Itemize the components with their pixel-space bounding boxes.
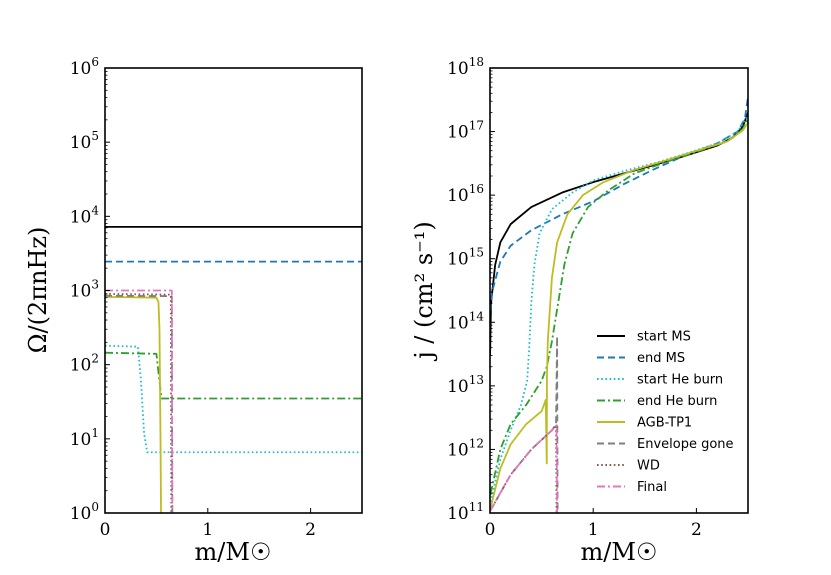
y-tick-label: 1015 — [447, 246, 484, 270]
x-tick-label: 1 — [588, 520, 599, 540]
legend-label: start He burn — [637, 373, 723, 388]
x-tick-label: 0 — [485, 520, 496, 540]
x-tick-label: 0 — [100, 520, 111, 540]
left-y-axis-label: Ω/(2πnHz) — [24, 227, 52, 354]
y-tick-label: 105 — [70, 129, 99, 153]
right-plot-frame — [489, 67, 749, 514]
y-tick-label: 102 — [70, 352, 99, 376]
left-panel: 0 1 2 100 101 102 103 104 105 106 Ω/(2πnHz) m/M☉ — [24, 55, 363, 566]
series-line-end-ms — [490, 96, 748, 312]
series-line-agb-tp1 — [105, 295, 162, 513]
legend-label: start MS — [637, 330, 691, 345]
series-line-envelope-gone — [105, 294, 174, 513]
y-tick-label: 106 — [70, 55, 99, 79]
x-tick-label: 1 — [202, 520, 213, 540]
legend-label: Envelope gone — [637, 437, 734, 452]
y-tick-label: 103 — [70, 278, 99, 302]
left-x-axis-label: m/M☉ — [195, 538, 272, 566]
y-tick-label: 1011 — [447, 500, 484, 524]
series-line-wd — [105, 292, 173, 513]
series-line-start-he-burn — [105, 344, 362, 454]
legend-label: WD — [637, 459, 660, 474]
legend-label: end MS — [637, 351, 685, 366]
series-line-end-he-burn — [490, 118, 748, 495]
y-tick-label: 1014 — [447, 309, 484, 333]
legend-label: end He burn — [637, 394, 717, 409]
y-tick-label: 1012 — [447, 436, 484, 460]
y-tick-label: 1017 — [447, 119, 484, 143]
series-line-end-he-burn — [105, 351, 362, 400]
series-line-agb-tp1 — [490, 121, 748, 509]
x-tick-label: 2 — [691, 520, 702, 540]
y-tick-label: 100 — [70, 500, 99, 524]
y-tick-label: 1018 — [447, 55, 484, 79]
y-tick-label: 1013 — [447, 373, 484, 397]
y-tick-label: 104 — [70, 203, 100, 227]
series-line-final — [105, 289, 174, 513]
right-panel: 0 1 2 1011 1012 1013 1014 1015 1016 1017 1018 j / … — [410, 55, 749, 566]
legend: start MS end MS start He burn end He burn AG… — [597, 330, 734, 495]
y-tick-label: 1016 — [447, 182, 484, 206]
left-plot-frame — [104, 67, 363, 514]
right-y-axis-label: j / (cm² s⁻¹) — [410, 221, 438, 362]
x-tick-label: 2 — [305, 520, 316, 540]
legend-label: Final — [637, 480, 667, 495]
y-tick-label: 101 — [70, 426, 99, 450]
right-x-axis-label: m/M☉ — [581, 538, 658, 566]
legend-label: AGB-TP1 — [637, 416, 692, 431]
series-line-start-ms — [490, 112, 748, 356]
series-line-final — [490, 424, 558, 513]
